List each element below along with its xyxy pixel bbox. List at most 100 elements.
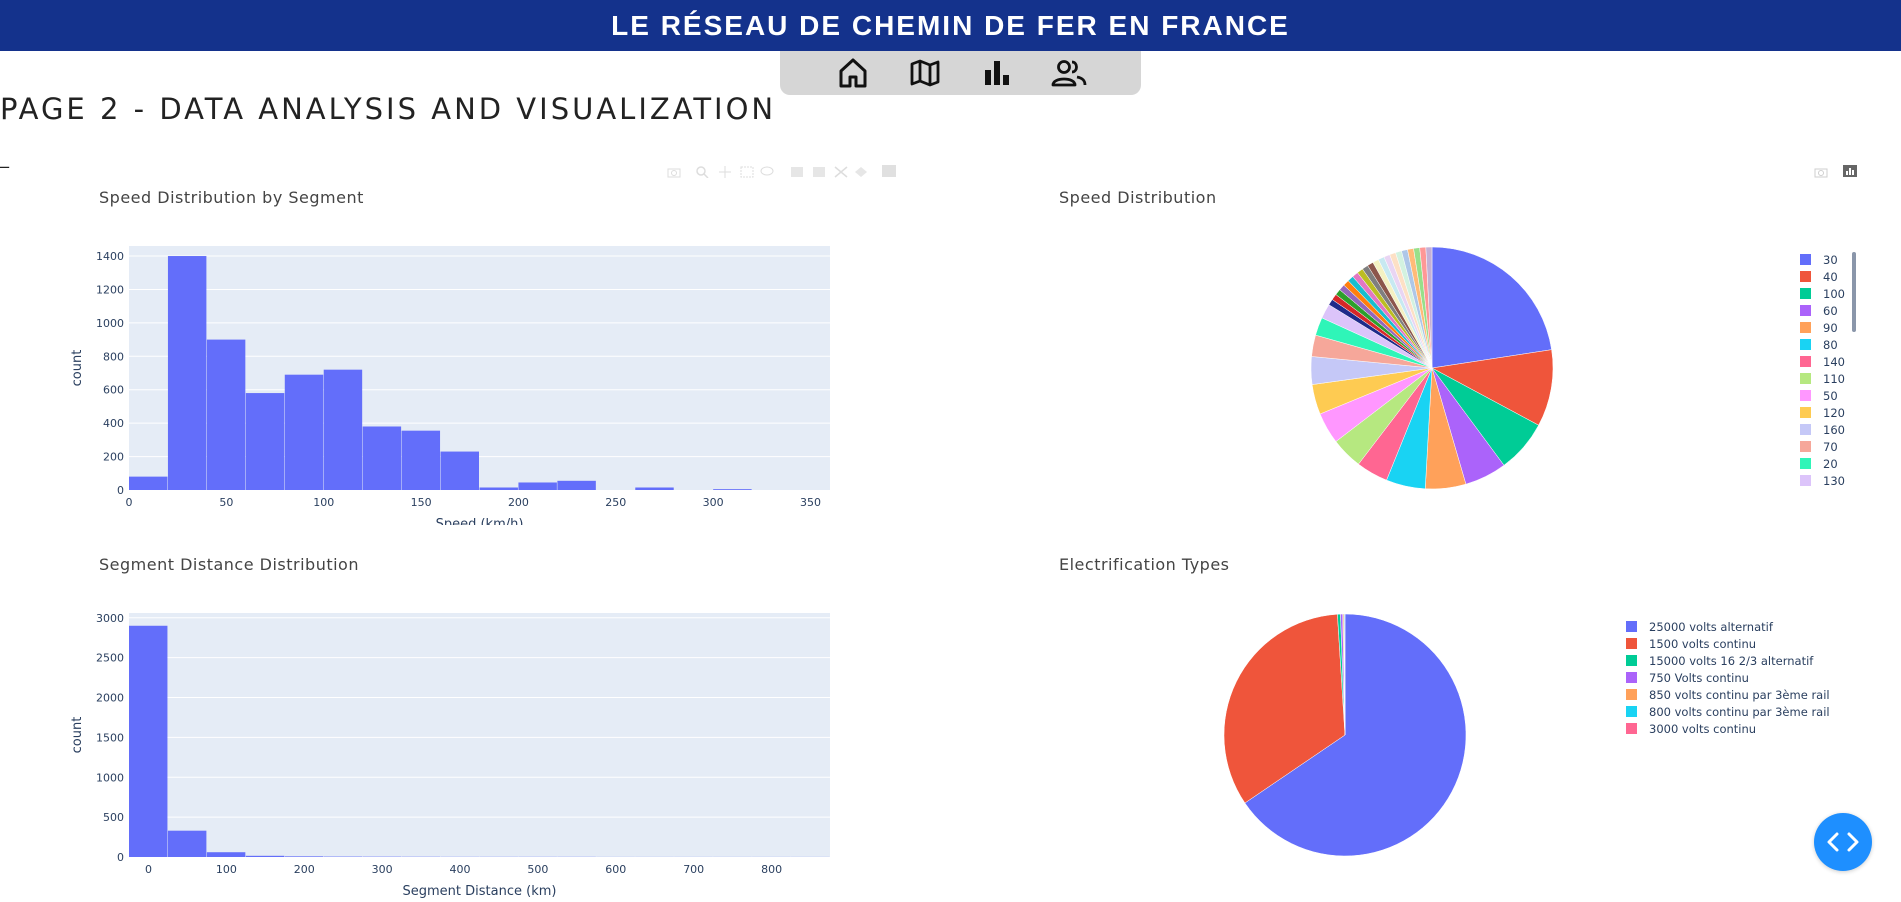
- zoom-out-icon[interactable]: [812, 166, 826, 178]
- legend-swatch: [1800, 254, 1811, 265]
- plotly-logo-icon-2[interactable]: [1843, 165, 1857, 177]
- histogram-bar: [245, 855, 285, 857]
- legend-item[interactable]: 800 volts continu par 3ème rail: [1626, 703, 1830, 720]
- legend-swatch: [1800, 475, 1811, 486]
- x-tick-label: 350: [800, 496, 821, 509]
- autoscale-icon[interactable]: [834, 166, 848, 178]
- pie-slice: [1223, 613, 1346, 804]
- legend-label: 850 volts continu par 3ème rail: [1649, 687, 1830, 702]
- camera-icon-2[interactable]: [1814, 166, 1828, 178]
- reset-axes-icon[interactable]: [854, 166, 868, 178]
- legend-swatch: [1626, 621, 1637, 632]
- legend-label: 60: [1823, 303, 1838, 318]
- x-tick-label: 800: [761, 863, 782, 876]
- legend-swatch: [1800, 424, 1811, 435]
- legend-swatch: [1800, 271, 1811, 282]
- y-tick-label: 200: [103, 451, 124, 464]
- x-axis-label: Segment Distance (km): [403, 884, 557, 899]
- legend-item[interactable]: 50: [1800, 387, 1845, 404]
- legend-item[interactable]: 750 Volts continu: [1626, 669, 1830, 686]
- legend-item[interactable]: 15000 volts 16 2/3 alternatif: [1626, 652, 1830, 669]
- code-toggle-button[interactable]: [1814, 813, 1872, 871]
- speed-histogram-chart[interactable]: 0 200 400 600 800 1000 1200 1400 0 50 100 150 200 250…: [60, 230, 850, 525]
- legend-swatch: [1800, 305, 1811, 316]
- y-tick-label: 0: [117, 484, 124, 497]
- distance-histogram-chart[interactable]: 0 500 1000 1500 2000 2500 3000 0 100 200 300 400 500…: [60, 600, 850, 900]
- electrification-pie-title: Electrification Types: [1059, 555, 1230, 574]
- legend-swatch: [1626, 706, 1637, 717]
- legend-item[interactable]: 850 volts continu par 3ème rail: [1626, 686, 1830, 703]
- legend-swatch: [1800, 356, 1811, 367]
- box-select-icon[interactable]: [740, 166, 754, 178]
- x-tick-label: 100: [313, 496, 334, 509]
- page-title: PAGE 2 - DATA ANALYSIS AND VISUALIZATION: [0, 92, 777, 126]
- legend-item[interactable]: 20: [1800, 455, 1845, 472]
- x-tick-label: 0: [145, 863, 152, 876]
- camera-icon[interactable]: [667, 166, 681, 178]
- divider-mark: _: [0, 148, 9, 169]
- legend-item[interactable]: 160: [1800, 421, 1845, 438]
- distance-histogram-title: Segment Distance Distribution: [99, 555, 359, 574]
- bar-chart-icon[interactable]: [978, 54, 1016, 92]
- legend-item[interactable]: 120: [1800, 404, 1845, 421]
- legend-item[interactable]: 140: [1800, 353, 1845, 370]
- legend-swatch: [1800, 407, 1811, 418]
- users-icon[interactable]: [1050, 54, 1088, 92]
- lasso-icon[interactable]: [760, 166, 774, 178]
- pan-icon[interactable]: [718, 166, 732, 178]
- legend-label: 160: [1823, 422, 1845, 437]
- legend-item[interactable]: 60: [1800, 302, 1845, 319]
- legend-label: 3000 volts continu: [1649, 721, 1757, 736]
- nav-bar: [780, 51, 1141, 95]
- y-tick-label: 400: [103, 417, 124, 430]
- histogram-bar: [167, 256, 207, 490]
- map-icon[interactable]: [906, 54, 944, 92]
- plot-background: [129, 613, 830, 857]
- legend-item[interactable]: 30: [1800, 251, 1845, 268]
- histogram-bar: [440, 451, 479, 490]
- zoom-icon[interactable]: [695, 166, 709, 178]
- legend-item[interactable]: 90: [1800, 319, 1845, 336]
- legend-swatch: [1800, 458, 1811, 469]
- legend-label: 40: [1823, 269, 1838, 284]
- legend-item[interactable]: 25000 volts alternatif: [1626, 618, 1830, 635]
- legend-swatch: [1626, 723, 1637, 734]
- histogram-bar: [518, 482, 557, 490]
- legend-item[interactable]: 80: [1800, 336, 1845, 353]
- y-tick-label: 1400: [96, 250, 124, 263]
- histogram-bar: [713, 489, 752, 490]
- plotly-logo-icon[interactable]: [882, 165, 896, 177]
- legend-label: 100: [1823, 286, 1845, 301]
- x-tick-label: 150: [411, 496, 432, 509]
- legend-item[interactable]: 110: [1800, 370, 1845, 387]
- histogram-bar: [284, 374, 324, 490]
- speed-pie-chart[interactable]: [1300, 240, 1570, 500]
- legend-item[interactable]: 1500 volts continu: [1626, 635, 1830, 652]
- histogram-bar: [635, 487, 674, 490]
- legend-label: 25000 volts alternatif: [1649, 619, 1773, 634]
- x-tick-label: 200: [508, 496, 529, 509]
- legend-item[interactable]: 3000 volts continu: [1626, 720, 1830, 737]
- legend-label: 750 Volts continu: [1649, 670, 1749, 685]
- speed-pie-title: Speed Distribution: [1059, 188, 1217, 207]
- legend-item[interactable]: 70: [1800, 438, 1845, 455]
- y-axis-label: count: [70, 717, 85, 754]
- electrification-pie-chart[interactable]: [1210, 604, 1490, 864]
- histogram-bar: [401, 430, 441, 490]
- home-icon[interactable]: [834, 54, 872, 92]
- legend-swatch: [1626, 689, 1637, 700]
- legend-label: 140: [1823, 354, 1845, 369]
- legend-item[interactable]: 100: [1800, 285, 1845, 302]
- legend-item[interactable]: 130: [1800, 472, 1845, 489]
- legend-scrollbar[interactable]: [1852, 252, 1856, 332]
- pie-slice: [1244, 613, 1467, 857]
- legend-item[interactable]: 40: [1800, 268, 1845, 285]
- x-tick-label: 250: [605, 496, 626, 509]
- legend-swatch: [1626, 638, 1637, 649]
- x-axis-label: Speed (km/h): [436, 517, 524, 525]
- zoom-in-icon[interactable]: [790, 166, 804, 178]
- x-tick-label: 500: [527, 863, 548, 876]
- x-tick-label: 0: [126, 496, 133, 509]
- code-icon: [1827, 832, 1859, 852]
- legend-swatch: [1800, 441, 1811, 452]
